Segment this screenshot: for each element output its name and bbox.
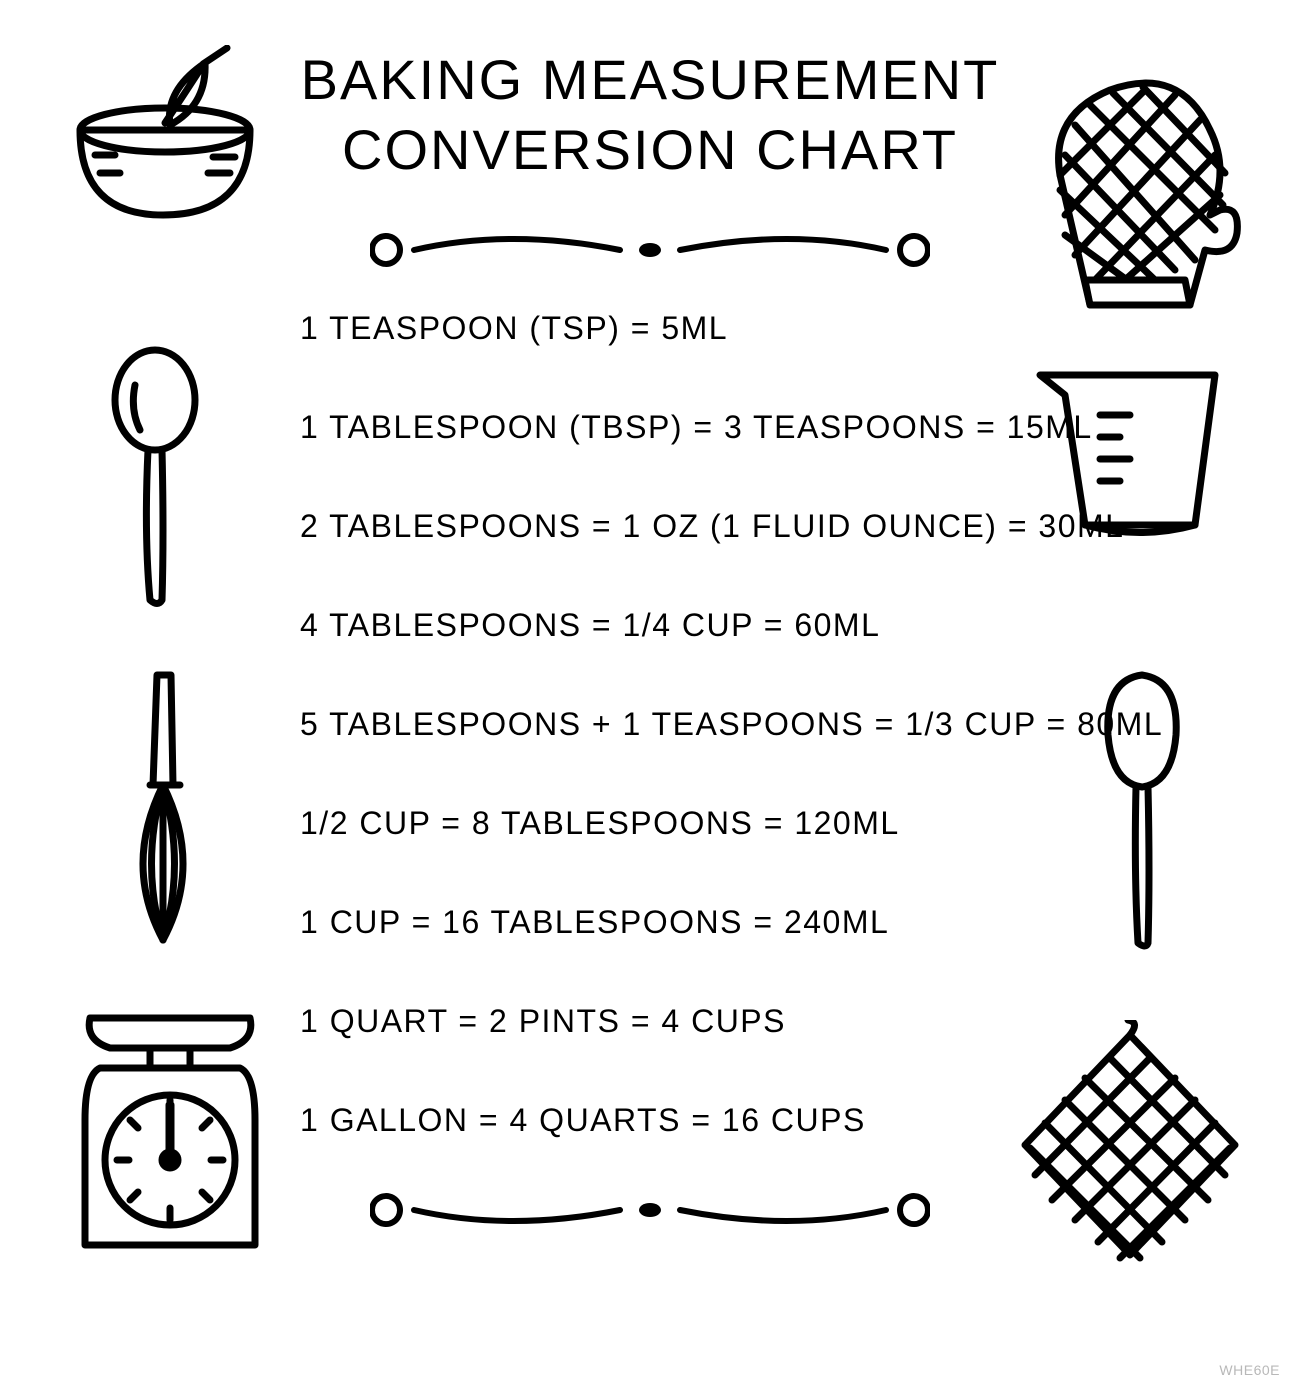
- conversion-row: 1 QUART = 2 PINTS = 4 CUPS: [300, 1003, 1020, 1040]
- oven-mitt-icon: [1015, 55, 1245, 315]
- divider-bottom-icon: [370, 1180, 930, 1245]
- conversion-list: 1 TEASPOON (TSP) = 5ML 1 TABLESPOON (TBS…: [300, 310, 1020, 1201]
- pot-holder-icon: [1010, 1020, 1250, 1270]
- kitchen-scale-icon: [55, 1000, 285, 1260]
- conversion-row: 4 TABLESPOONS = 1/4 CUP = 60ML: [300, 607, 1020, 644]
- conversion-row: 1 GALLON = 4 QUARTS = 16 CUPS: [300, 1102, 1020, 1139]
- spoon-icon: [100, 345, 210, 615]
- divider-top-icon: [370, 220, 930, 285]
- conversion-row: 1/2 CUP = 8 TABLESPOONS = 120ML: [300, 805, 1020, 842]
- spatula-icon: [1090, 665, 1195, 955]
- conversion-row: 1 CUP = 16 TABLESPOONS = 240ML: [300, 904, 1020, 941]
- mixing-bowl-whisk-icon: [55, 45, 275, 235]
- whisk-icon: [115, 665, 215, 955]
- conversion-row: 2 TABLESPOONS = 1 OZ (1 FLUID OUNCE) = 3…: [300, 508, 1020, 545]
- conversion-row: 5 TABLESPOONS + 1 TEASPOONS = 1/3 CUP = …: [300, 706, 1020, 743]
- measuring-jug-icon: [1030, 365, 1230, 545]
- conversion-row: 1 TABLESPOON (TBSP) = 3 TEASPOONS = 15ML: [300, 409, 1020, 446]
- chart-container: BAKING MEASUREMENT CONVERSION CHART 1 TE…: [0, 0, 1300, 1390]
- watermark-text: WHE60E: [1219, 1362, 1280, 1378]
- conversion-row: 1 TEASPOON (TSP) = 5ML: [300, 310, 1020, 347]
